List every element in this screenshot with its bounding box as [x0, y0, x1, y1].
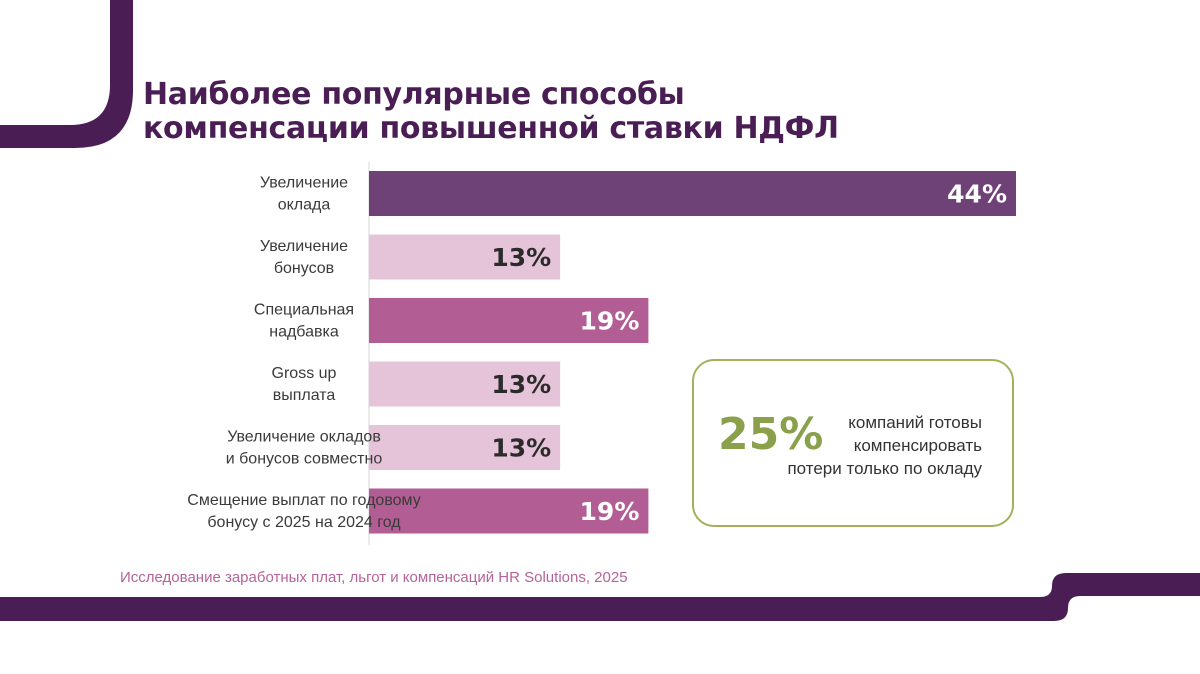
top-left-corner-band [0, 0, 133, 148]
data-label-5: 13% [491, 434, 551, 463]
data-label-1: 44% [947, 180, 1007, 209]
bar-6 [369, 488, 649, 534]
bottom-band [0, 573, 1200, 621]
title-line-1: Наиболее популярные способы [143, 77, 685, 112]
category-label-3-line-1: Специальная [254, 302, 354, 319]
source-note: Исследование заработных плат, льгот и ко… [120, 569, 628, 586]
category-label-3-line-2: надбавка [269, 324, 339, 341]
category-label-1-line-2: оклада [278, 197, 331, 214]
category-label-6-line-1: Смещение выплат по годовому [187, 492, 420, 509]
bar-2 [369, 234, 561, 280]
callout-text-line-2: компенсировать [853, 436, 982, 455]
category-label-4-line-1: Gross up [272, 365, 337, 382]
category-label-5-line-2: и бонусов совместно [226, 451, 383, 468]
callout-text-line-1: компаний готовы [848, 413, 982, 432]
bar-4 [369, 361, 561, 407]
category-label-2-line-2: бонусов [274, 260, 334, 277]
callout-text-line-3: потери только по окладу [787, 459, 982, 478]
data-label-4: 13% [491, 370, 551, 399]
category-label-5-line-1: Увеличение окладов [227, 429, 381, 446]
bar-5 [369, 425, 561, 470]
category-label-6-line-2: бонусу с 2025 на 2024 год [207, 514, 401, 531]
bar-1 [369, 171, 1016, 216]
category-label-1-line-1: Увеличение [260, 175, 348, 192]
data-label-3: 19% [580, 307, 640, 336]
category-label-4-line-2: выплата [273, 387, 336, 404]
highlight-callout: 25% компаний готовы компенсировать потер… [692, 359, 1014, 527]
callout-text: компаний готовы компенсировать потери то… [787, 411, 982, 480]
callout-value: 25% [718, 409, 824, 460]
data-label-2: 13% [491, 243, 551, 272]
bar-3 [369, 298, 649, 343]
data-label-6: 19% [580, 497, 640, 526]
title-line-2: компенсации повышенной ставки НДФЛ [143, 111, 839, 146]
page-title: Наиболее популярные способы компенсации … [143, 78, 839, 146]
category-label-2-line-1: Увеличение [260, 238, 348, 255]
